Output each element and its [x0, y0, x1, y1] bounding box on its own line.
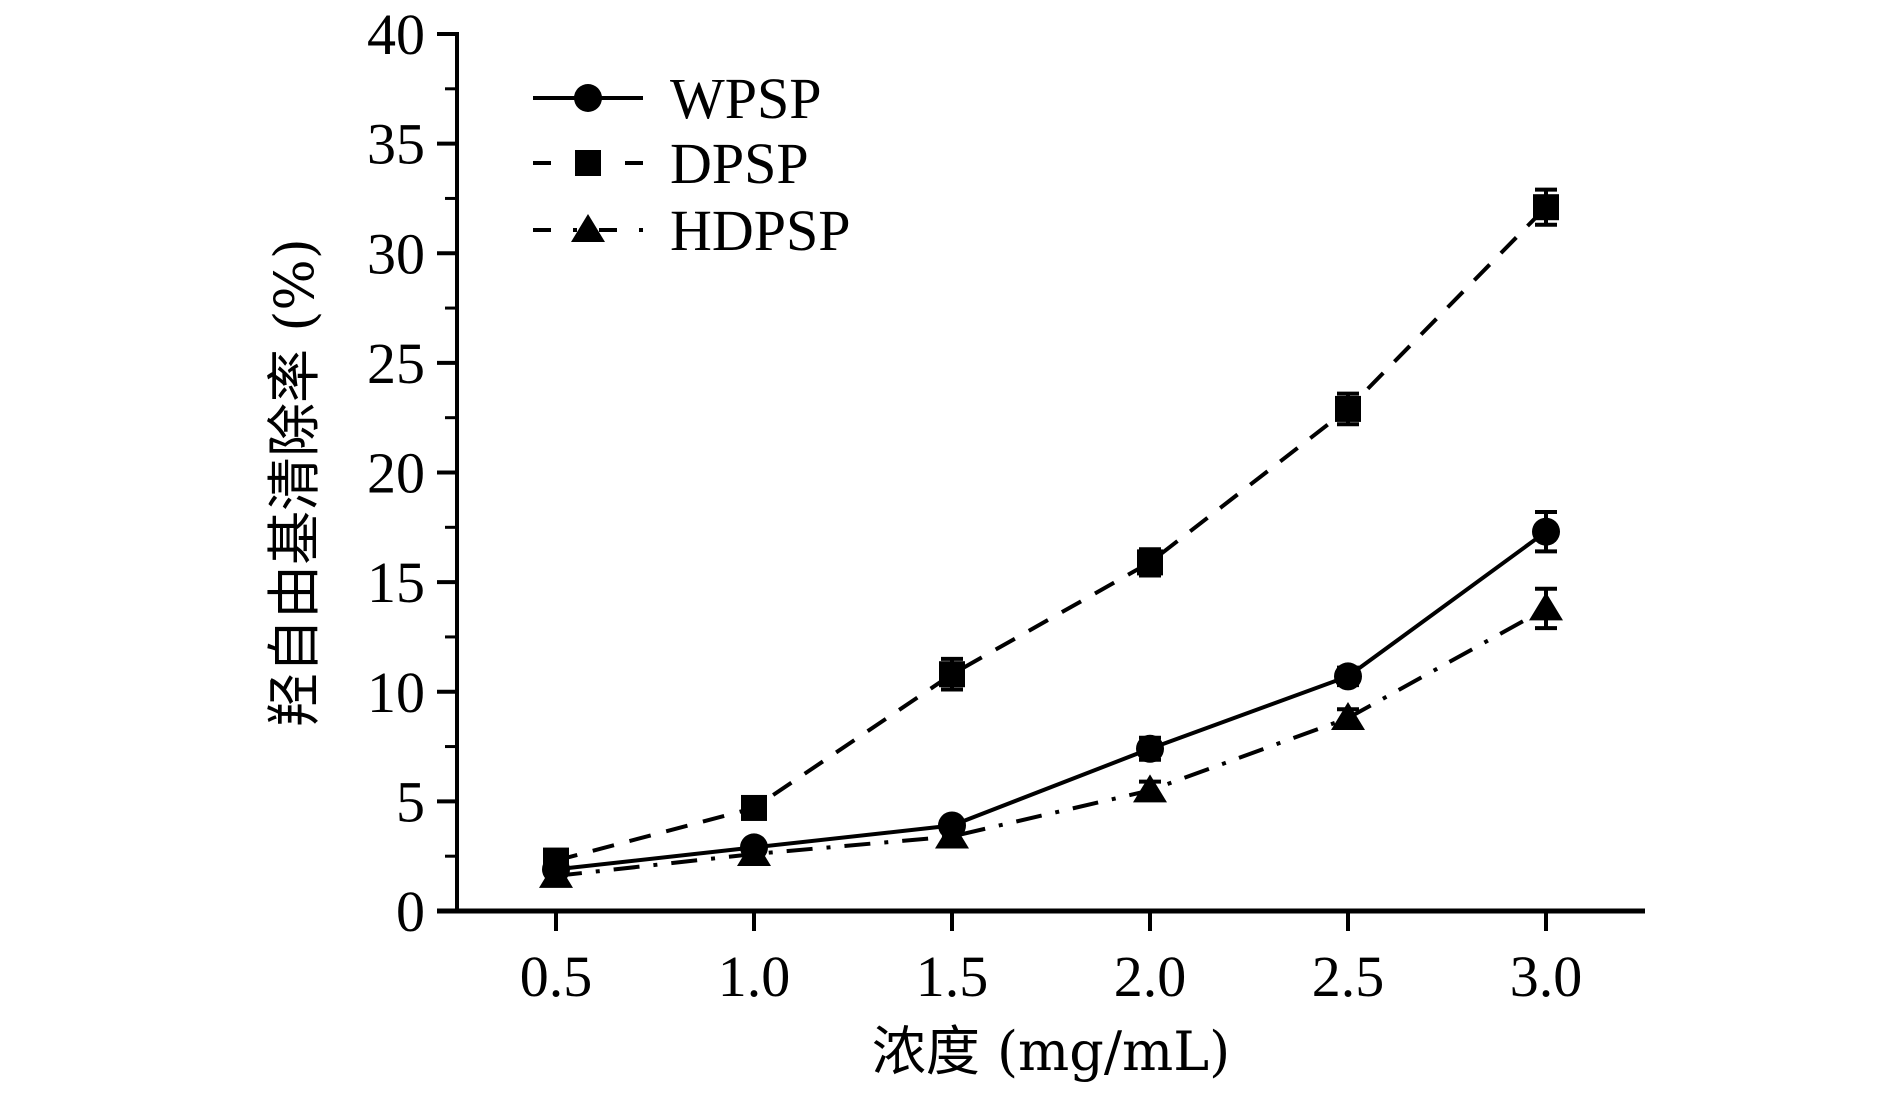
legend-label-hdpsp: HDPSP: [670, 198, 851, 263]
y-tick-label: 5: [396, 769, 425, 834]
x-tick-label: 1.0: [718, 944, 791, 1009]
dpsp-point: [939, 661, 965, 688]
series-layer: [539, 187, 1563, 888]
wpsp-point: [1136, 734, 1164, 763]
hdpsp-line: [555, 606, 1547, 878]
y-axis-ticks: 0 5 10 15 20 25 30 35 40: [367, 2, 457, 944]
x-tick-label: 3.0: [1510, 944, 1583, 1009]
legend-item-wpsp: WPSP: [533, 66, 822, 131]
y-tick-label: 35: [367, 112, 425, 177]
legend-item-dpsp: DPSP: [533, 131, 809, 196]
dpsp-point: [1533, 194, 1559, 221]
y-tick-label: 15: [367, 550, 425, 615]
hdpsp-point: [737, 837, 771, 866]
wpsp-point: [1532, 517, 1560, 546]
y-tick-label: 20: [367, 441, 425, 506]
dpsp-line: [555, 205, 1548, 863]
dpsp-point: [1335, 395, 1361, 422]
y-tick-label: 30: [367, 221, 425, 286]
legend-marker-dpsp: [575, 150, 601, 176]
hdpsp-point: [539, 859, 573, 888]
legend-marker-hdpsp: [571, 214, 605, 242]
x-tick-label: 1.5: [916, 944, 989, 1009]
wpsp-point: [1334, 662, 1362, 691]
dpsp-point: [741, 794, 767, 821]
series-wpsp: [542, 509, 1560, 884]
series-hdpsp: [539, 586, 1563, 888]
legend-item-hdpsp: HDPSP: [533, 198, 851, 263]
hdpsp-point: [1133, 774, 1167, 803]
y-tick-label: 25: [367, 331, 425, 396]
y-tick-label: 40: [367, 2, 425, 67]
legend-marker-wpsp: [574, 84, 602, 112]
x-tick-label: 2.0: [1114, 944, 1187, 1009]
hdpsp-point: [1529, 592, 1563, 621]
hdpsp-point: [1331, 702, 1365, 731]
x-tick-label: 2.5: [1312, 944, 1385, 1009]
axes: [437, 32, 1645, 914]
dpsp-point: [1137, 549, 1163, 576]
x-tick-label: 0.5: [520, 944, 593, 1009]
y-tick-label: 10: [367, 660, 425, 725]
hdpsp-point: [935, 820, 969, 849]
x-axis-ticks: 0.5 1.0 1.5 2.0 2.5 3.0: [520, 911, 1583, 1009]
wpsp-line: [555, 530, 1548, 872]
x-axis-title: 浓度 (mg/mL): [872, 1020, 1230, 1083]
y-tick-label: 0: [396, 879, 425, 944]
legend-label-dpsp: DPSP: [670, 131, 809, 196]
series-dpsp: [543, 187, 1559, 874]
legend-label-wpsp: WPSP: [670, 66, 822, 131]
y-axis-title: 羟自由基清除率 (%): [263, 238, 326, 727]
